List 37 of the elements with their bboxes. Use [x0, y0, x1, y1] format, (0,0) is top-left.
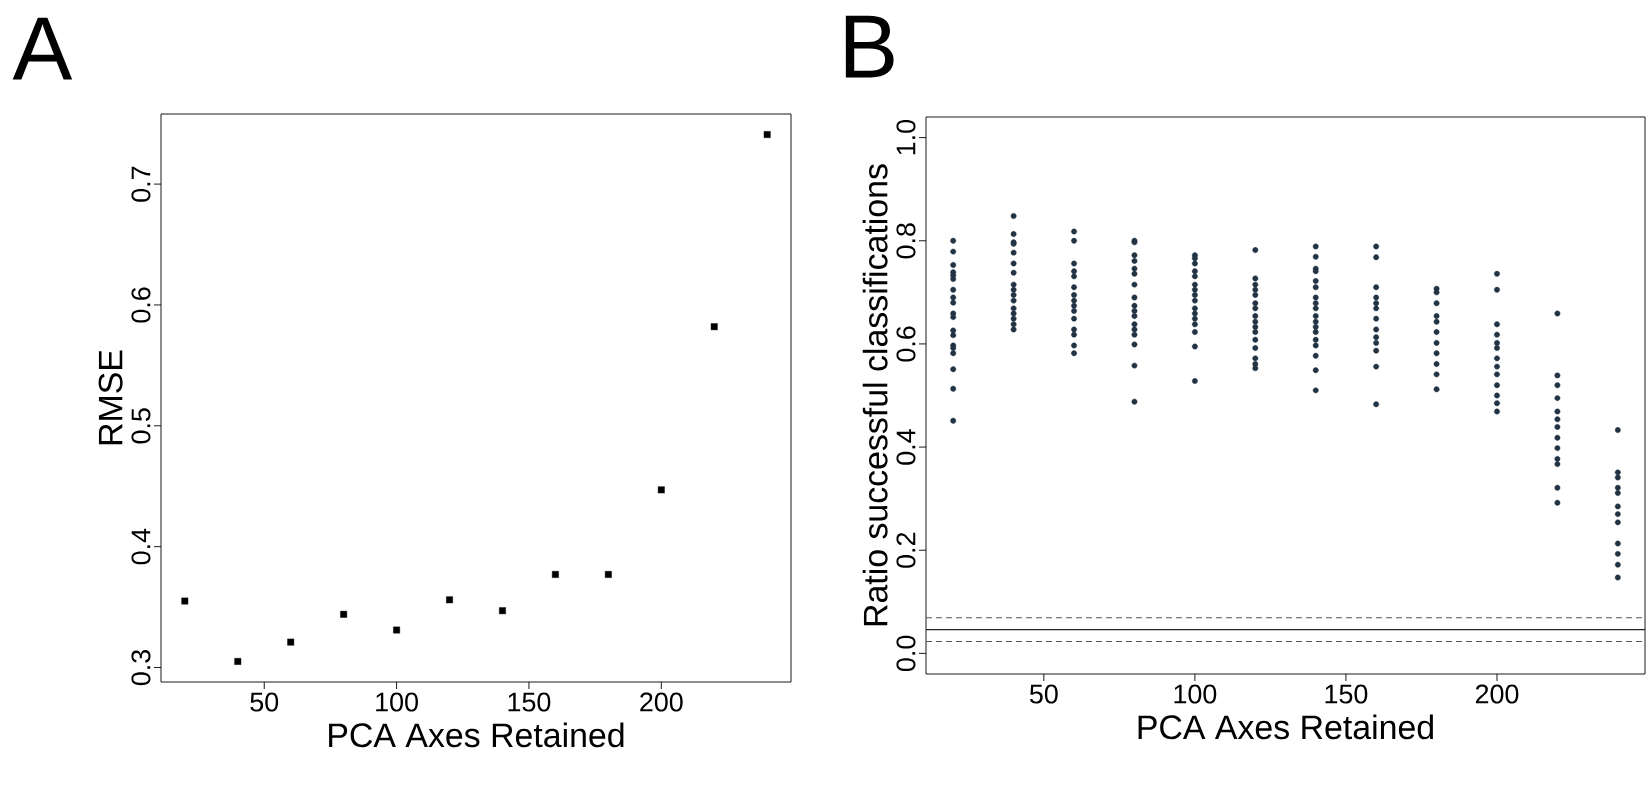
point [340, 610, 348, 618]
point [393, 626, 400, 634]
x-axis-title: PCA Axes Retained [329, 722, 624, 748]
point [234, 658, 242, 665]
y-axis-title: Ratio successful classifications [862, 164, 888, 626]
y-tick-label: 0.4 [896, 429, 916, 465]
y-tick-label: 0.3 [131, 649, 151, 686]
point [763, 131, 771, 138]
point [604, 571, 612, 578]
point [552, 571, 559, 578]
point [287, 638, 295, 646]
x-tick-label: 150 [508, 692, 551, 712]
x-tick-label: 100 [376, 692, 418, 712]
point [499, 607, 506, 615]
y-tick-label: 1.0 [896, 119, 916, 155]
x-tick-label: 50 [250, 692, 279, 712]
point [446, 596, 453, 604]
point [710, 323, 718, 331]
y-tick-label: 0.0 [896, 635, 916, 672]
y-tick-label: 0.4 [131, 528, 151, 565]
y-tick-label: 0.6 [896, 326, 916, 362]
x-tick-label: 200 [640, 692, 683, 712]
x-tick-label: 50 [1029, 684, 1058, 704]
chart-title: A [12, 17, 73, 80]
x-tick-label: 150 [1325, 684, 1368, 704]
y-tick-label: 0.8 [896, 223, 916, 259]
y-axis-title: RMSE [98, 350, 123, 445]
x-tick-label: 100 [1174, 684, 1217, 704]
y-tick-label: 0.2 [896, 532, 916, 568]
point [657, 486, 665, 494]
y-tick-label: 0.6 [131, 287, 151, 323]
chart-title: B [845, 15, 894, 78]
y-tick-label: 0.5 [131, 408, 151, 444]
x-axis-title: PCA Axes Retained [1138, 714, 1433, 740]
point [181, 597, 189, 605]
x-tick-label: 200 [1475, 684, 1519, 704]
y-tick-label: 0.7 [131, 166, 151, 202]
